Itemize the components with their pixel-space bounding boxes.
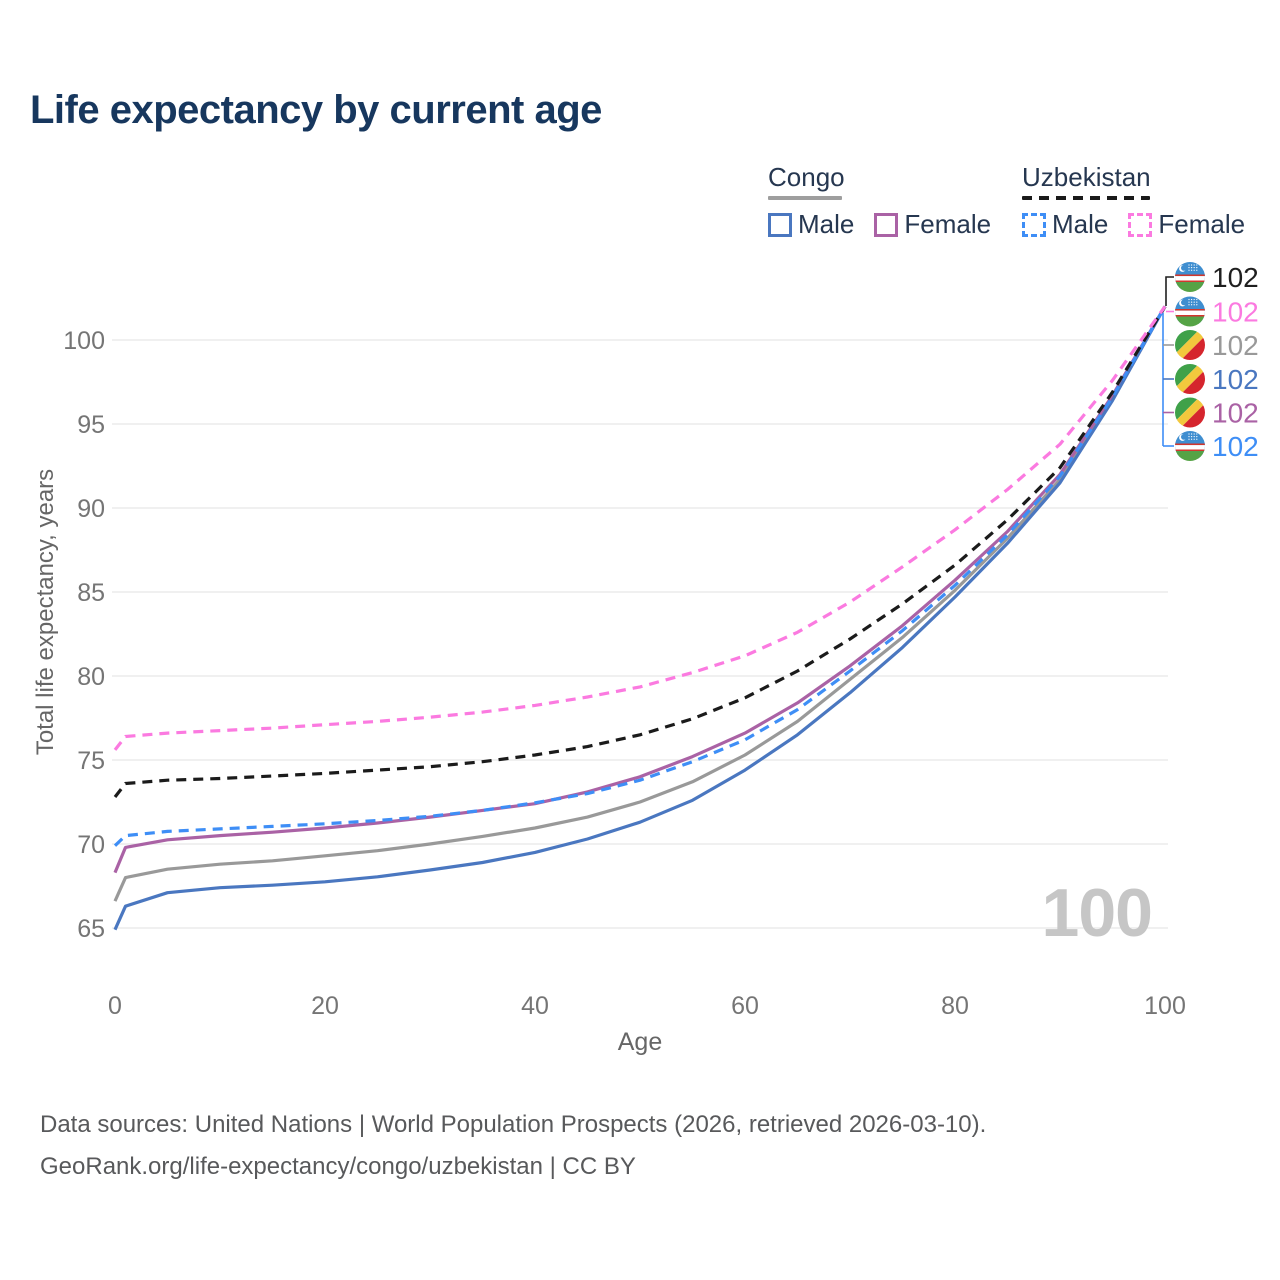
y-tick-label-95: 95	[77, 411, 105, 439]
footer: Data sources: United Nations | World Pop…	[40, 1104, 986, 1188]
x-tick-label-20: 20	[311, 992, 339, 1020]
end-label-value-uzbekistan-both-sexes: 102	[1212, 262, 1259, 293]
x-tick-label-40: 40	[521, 992, 549, 1020]
x-tick-label-0: 0	[108, 992, 122, 1020]
series-line-uzbekistan-female[interactable]	[113, 305, 1167, 751]
footer-url: GeoRank.org/life-expectancy/congo/uzbeki…	[40, 1153, 636, 1180]
end-label-value-congo-both-sexes: 102	[1212, 330, 1259, 361]
uzbekistan-flag-icon	[1175, 262, 1205, 292]
legend-swatch-congo-female-icon	[874, 212, 899, 237]
y-tick-label-65: 65	[77, 915, 105, 943]
y-tick-label-85: 85	[77, 579, 105, 607]
y-tick-label-90: 90	[77, 495, 105, 523]
legend-item-uzbekistan-female[interactable]: Female	[1128, 209, 1245, 240]
legend-swatch-uzbekistan-male-icon	[1022, 212, 1046, 237]
legend-label-uzbekistan-male: Male	[1052, 209, 1109, 239]
series-line-congo-female[interactable]	[113, 305, 1167, 874]
legend-item-uzbekistan-male[interactable]: Male	[1022, 209, 1108, 240]
series-line-congo-male[interactable]	[113, 305, 1167, 931]
legend-group-congo: Congo Male Female	[768, 162, 991, 240]
x-tick-label-100: 100	[1144, 992, 1186, 1020]
legend-group-uzbekistan-title[interactable]: Uzbekistan	[1022, 162, 1151, 192]
series-line-congo-both-sexes[interactable]	[113, 305, 1167, 902]
legend-group-congo-title[interactable]: Congo	[768, 162, 845, 192]
y-tick-label-80: 80	[77, 663, 105, 691]
series-line-uzbekistan-both-sexes[interactable]	[113, 305, 1167, 798]
y-tick-label-70: 70	[77, 831, 105, 859]
end-label-value-uzbekistan-female: 102	[1212, 297, 1259, 328]
legend-row-uzbekistan: Male Female	[1022, 209, 1245, 240]
legend-swatch-congo-male-icon	[768, 212, 792, 237]
y-axis-title: Total life expectancy, years	[32, 468, 59, 756]
end-label-value-congo-female: 102	[1212, 398, 1259, 429]
legend-item-congo-male[interactable]: Male	[768, 209, 854, 240]
legend-group-uzbekistan: Uzbekistan Male Female	[1022, 162, 1245, 240]
legend-label-congo-male: Male	[798, 209, 855, 239]
y-tick-label-100: 100	[63, 327, 105, 355]
legend-swatch-uzbekistan-female-icon	[1128, 212, 1153, 237]
legend-underline-uzbekistan	[1022, 196, 1150, 200]
end-label-connector	[1165, 276, 1174, 306]
legend-label-uzbekistan-female: Female	[1158, 209, 1246, 239]
x-tick-label-80: 80	[941, 992, 969, 1020]
age-watermark: 100	[1041, 875, 1153, 951]
series-line-uzbekistan-male[interactable]	[113, 305, 1167, 847]
legend-item-congo-female[interactable]: Female	[874, 209, 991, 240]
page-title: Life expectancy by current age	[30, 88, 602, 132]
x-axis-title: Age	[617, 1028, 663, 1056]
footer-data-sources: Data sources: United Nations | World Pop…	[40, 1111, 987, 1138]
y-tick-label-75: 75	[77, 747, 105, 775]
legend-label-congo-female: Female	[904, 209, 992, 239]
legend-underline-congo	[768, 196, 842, 200]
end-label-value-uzbekistan-male: 102	[1212, 431, 1259, 462]
uzbekistan-flag-icon	[1175, 296, 1205, 327]
x-tick-label-60: 60	[731, 992, 759, 1020]
end-label-value-congo-male: 102	[1212, 364, 1259, 395]
legend-row-congo: Male Female	[768, 209, 991, 240]
uzbekistan-flag-icon	[1175, 431, 1205, 461]
